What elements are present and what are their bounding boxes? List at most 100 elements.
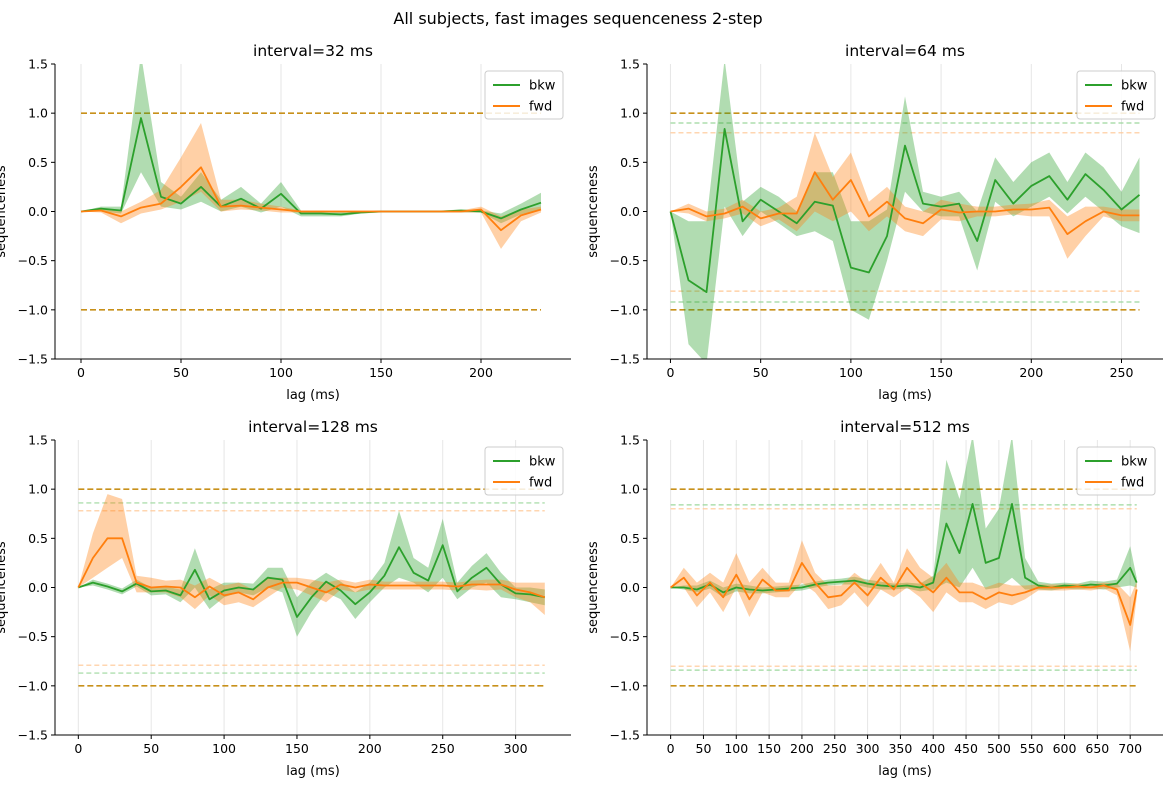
x-tick-label: 200 [469,365,493,380]
series-line-fwd [77,537,546,601]
x-tick-label: 500 [987,741,1011,756]
plot-area-3 [670,440,1138,735]
y-tick-label: −1.0 [18,302,48,317]
x-tick-label: 150 [369,365,393,380]
y-tick-label: −0.5 [610,629,640,644]
panel-title: interval=128 ms [248,418,378,436]
y-axis-label: sequenceness [586,541,601,634]
legend-label-bkw: bkw [1121,79,1148,94]
panel-3: 0 50 100 150 200 250 300 350 400 450 500 550 600 650 7… [586,418,1163,779]
y-tick-label: −0.5 [610,253,640,268]
x-tick-label: 200 [1019,365,1043,380]
series-line-bkw [669,127,1141,294]
x-tick-label: 0 [666,365,674,380]
x-tick-label: 0 [77,365,85,380]
plot-area-1 [669,64,1141,359]
plot-area-0 [80,64,542,359]
confidence-band-bkw [670,440,1137,598]
x-tick-label: 250 [1110,365,1134,380]
y-tick-label: −1.5 [18,352,48,367]
series-line-bkw [670,502,1138,594]
y-axis-label: sequenceness [0,165,9,258]
x-tick-label: 300 [856,741,880,756]
y-tick-label: 1.5 [620,57,640,72]
legend-label-bkw: bkw [529,79,556,94]
confidence-band-bkw [81,64,541,224]
x-tick-label: 550 [1020,741,1044,756]
y-tick-label: 1.5 [28,57,48,72]
x-tick-label: 100 [724,741,748,756]
x-tick-label: 50 [753,365,769,380]
x-tick-label: 0 [667,741,675,756]
y-tick-label: −1.0 [610,678,640,693]
x-axis-label: lag (ms) [286,764,340,779]
x-tick-label: 150 [285,741,309,756]
confidence-band-bkw [670,64,1140,359]
y-tick-label: −1.5 [610,352,640,367]
y-tick-label: 1.0 [28,482,48,497]
x-tick-label: 250 [431,741,455,756]
legend-label-fwd: fwd [529,100,552,115]
y-tick-label: 1.0 [620,482,640,497]
y-tick-label: 0.5 [28,531,48,546]
x-tick-label: 100 [839,365,863,380]
legend: bkw fwd [484,446,564,496]
y-tick-label: −0.5 [18,629,48,644]
y-tick-label: −1.0 [610,302,640,317]
panel-0: 0 50 100 150 200 −1.5 −1.0 −0.5 0.0 0.5 1.0 1.5 inte… [0,42,571,403]
panel-2: 0 50 100 150 200 250 300 −1.5 −1.0 −0.5 0.0 0.5 1.0 1… [0,418,571,779]
y-tick-label: −0.5 [18,253,48,268]
x-tick-label: 50 [173,365,189,380]
x-tick-label: 50 [143,741,159,756]
y-tick-label: 0.5 [620,155,640,170]
x-tick-label: 350 [888,741,912,756]
x-tick-label: 450 [954,741,978,756]
y-axis-label: sequenceness [0,541,9,634]
confidence-band-bkw [78,510,545,637]
y-tick-label: 1.0 [28,106,48,121]
legend-label-fwd: fwd [1121,476,1144,491]
x-tick-label: 250 [823,741,847,756]
legend-label-bkw: bkw [529,455,556,470]
y-tick-label: 0.0 [28,580,48,595]
panel-title: interval=64 ms [845,42,965,60]
x-axis-label: lag (ms) [878,764,932,779]
x-tick-label: 200 [790,741,814,756]
x-tick-label: 0 [74,741,82,756]
x-tick-label: 150 [757,741,781,756]
legend-label-bkw: bkw [1121,455,1148,470]
panel-title: interval=512 ms [840,418,970,436]
legend-label-fwd: fwd [529,476,552,491]
series-line-fwd [670,562,1138,626]
panel-title: interval=32 ms [253,42,373,60]
x-tick-label: 600 [1053,741,1077,756]
y-tick-label: 1.0 [620,106,640,121]
x-tick-label: 100 [212,741,236,756]
confidence-band-fwd [670,540,1137,652]
x-tick-label: 400 [921,741,945,756]
y-tick-label: 0.5 [620,531,640,546]
legend: bkw fwd [484,70,564,120]
x-tick-label: 150 [929,365,953,380]
series-line-fwd [670,171,1140,236]
y-tick-label: −1.5 [610,728,640,743]
y-axis-label: sequenceness [586,165,601,258]
x-tick-label: 200 [358,741,382,756]
x-tick-label: 100 [269,365,293,380]
y-tick-label: 0.5 [28,155,48,170]
series-line-bkw [78,544,545,618]
confidence-band-fwd [81,123,541,249]
y-tick-label: 0.0 [28,204,48,219]
figure-suptitle: All subjects, fast images sequenceness 2… [393,9,762,28]
x-tick-label: 650 [1085,741,1109,756]
panel-1: 0 50 100 150 200 250 −1.5 −1.0 −0.5 0.0 0.5 1.0 1.5 i… [586,42,1163,403]
x-tick-label: 700 [1118,741,1142,756]
y-tick-label: 1.5 [620,433,640,448]
legend: bkw fwd [1076,446,1156,496]
y-tick-label: −1.0 [18,678,48,693]
y-tick-label: 1.5 [28,433,48,448]
x-tick-label: 300 [504,741,528,756]
legend-label-fwd: fwd [1121,100,1144,115]
